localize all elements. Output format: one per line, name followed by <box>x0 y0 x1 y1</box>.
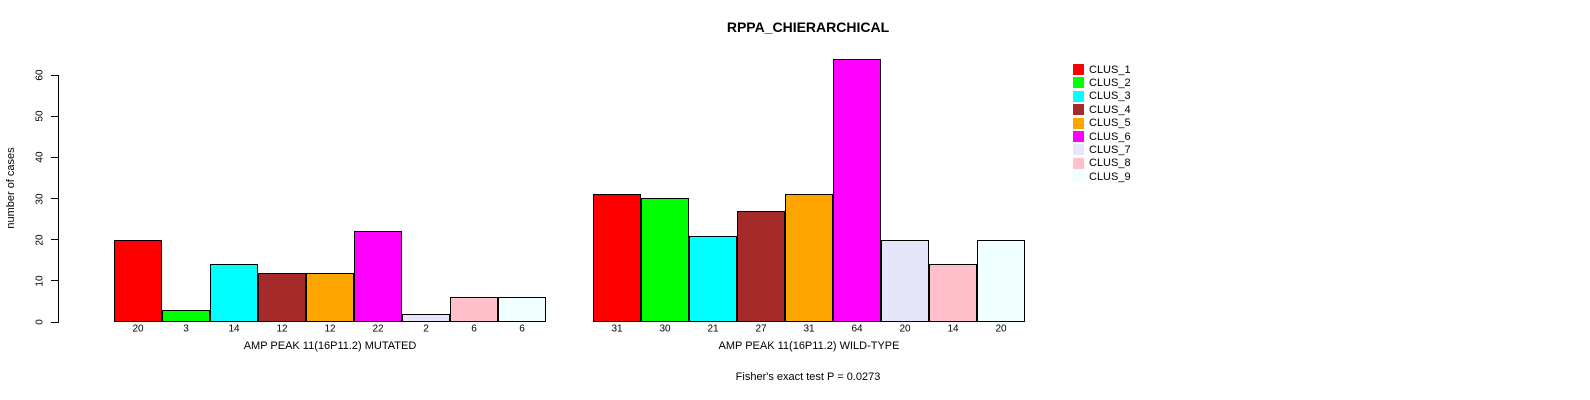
legend-swatch <box>1073 171 1084 183</box>
legend-swatch <box>1073 104 1084 116</box>
bar <box>833 59 881 322</box>
bar-value-label: 6 <box>471 323 477 335</box>
bar <box>737 211 785 322</box>
legend-swatch <box>1073 77 1084 89</box>
fisher-test-annotation: Fisher's exact test P = 0.0273 <box>735 371 881 383</box>
legend-label: CLUS_6 <box>1089 130 1131 143</box>
y-tick-label: 60 <box>34 69 46 81</box>
x-axis-group-label-wild-type: AMP PEAK 11(16P11.2) WILD-TYPE <box>718 340 900 352</box>
bar <box>498 297 546 322</box>
y-tick-label: 20 <box>34 234 46 246</box>
legend-label: CLUS_8 <box>1089 157 1131 170</box>
y-tick-label: 10 <box>34 275 46 287</box>
chart-title: RPPA_CHIERARCHICAL <box>726 19 890 35</box>
bar <box>258 273 306 322</box>
bar <box>306 273 354 322</box>
y-tick-mark <box>51 156 58 158</box>
bar <box>402 314 450 322</box>
legend-swatch <box>1073 157 1084 169</box>
y-tick-mark <box>51 239 58 241</box>
bar-value-label: 20 <box>899 323 911 335</box>
bar-value-label: 31 <box>611 323 623 335</box>
bar <box>641 198 689 322</box>
legend-label: CLUS_4 <box>1089 103 1131 116</box>
bar <box>210 264 258 322</box>
legend-label: CLUS_7 <box>1089 143 1131 156</box>
y-axis-line <box>58 75 59 323</box>
bar <box>162 310 210 322</box>
bar-value-label: 12 <box>324 323 336 335</box>
bar-value-label: 2 <box>423 323 429 335</box>
y-axis-label: number of cases <box>5 147 17 229</box>
bar <box>977 240 1025 322</box>
bar <box>881 240 929 322</box>
bar <box>929 264 977 322</box>
bar-value-label: 64 <box>851 323 863 335</box>
bar-value-label: 21 <box>707 323 719 335</box>
y-tick-mark <box>51 321 58 323</box>
legend-label: CLUS_2 <box>1089 76 1131 89</box>
bar-value-label: 6 <box>519 323 525 335</box>
legend-swatch <box>1073 144 1084 156</box>
legend-swatch <box>1073 131 1084 142</box>
legend-label: CLUS_5 <box>1089 117 1131 130</box>
legend-swatch <box>1073 117 1084 129</box>
bar <box>593 194 641 322</box>
bar <box>689 236 737 322</box>
bar-value-label: 27 <box>755 323 767 335</box>
bar-value-label: 12 <box>276 323 288 335</box>
bar <box>354 231 402 322</box>
legend-label: CLUS_1 <box>1089 63 1131 76</box>
y-tick-mark <box>51 74 58 76</box>
y-tick-mark <box>51 280 58 282</box>
y-tick-label: 40 <box>34 151 46 163</box>
legend-label: CLUS_9 <box>1089 170 1131 183</box>
y-tick-label: 0 <box>34 319 46 325</box>
bar-value-label: 22 <box>372 323 384 335</box>
legend-swatch <box>1073 64 1084 75</box>
y-tick-mark <box>51 198 58 199</box>
bar-value-label: 31 <box>803 323 815 335</box>
bar-value-label: 20 <box>995 323 1007 335</box>
y-tick-label: 30 <box>34 192 46 205</box>
y-tick-mark <box>51 115 58 117</box>
x-axis-group-label-mutated: AMP PEAK 11(16P11.2) MUTATED <box>243 340 417 352</box>
legend-swatch <box>1073 90 1084 102</box>
bar-value-label: 14 <box>947 323 959 335</box>
bar-value-label: 20 <box>132 323 144 335</box>
bar-value-label: 14 <box>228 323 240 335</box>
bar-value-label: 3 <box>183 323 189 335</box>
bar-value-label: 30 <box>659 323 671 335</box>
legend-label: CLUS_3 <box>1089 90 1131 103</box>
bar <box>450 297 498 322</box>
bar <box>114 240 162 322</box>
y-tick-label: 50 <box>34 110 46 122</box>
bar <box>785 194 833 322</box>
